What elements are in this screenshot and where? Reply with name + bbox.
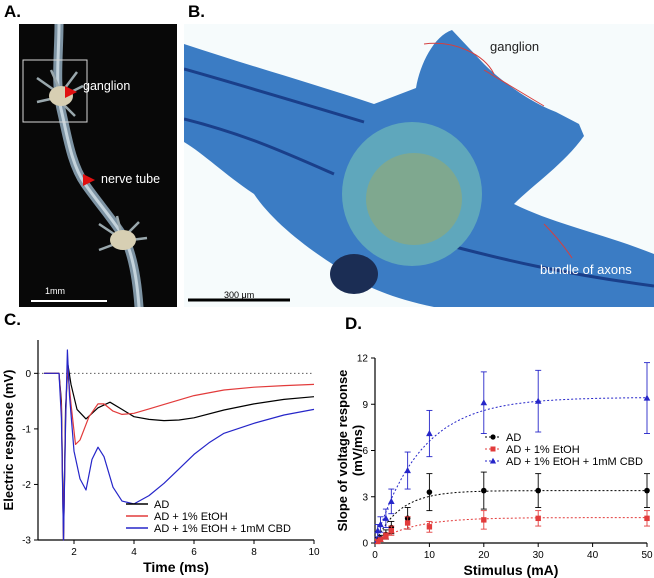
chart-d-point [388,497,395,504]
panel-b-letter: B. [188,2,205,21]
chart-d-point [534,397,542,404]
chart-d-point [481,517,487,523]
panel-c-letter: C. [4,310,21,329]
chart-d-point [480,399,488,406]
tissue-texture [184,67,654,288]
panel-b-scale-label: 300 μm [224,290,255,300]
panel-d-letter: D. [345,314,362,333]
chart-c-y-tick-label: 0 [25,369,31,380]
ganglion-outline [423,42,545,107]
chart-c: 2 4 6 8 10 0 -1 -2 -3 Time (ms) Electric response … [1,340,320,575]
chart-d-legend-marker [489,457,497,464]
chart-d-point [388,527,395,534]
chart-d-x-tick-label: 40 [587,550,599,561]
panel-b-illustration [184,30,654,307]
chart-c-y-tick-label: -1 [22,424,31,435]
chart-d-x-tick-label: 20 [478,550,490,561]
chart-c-x-tick-label: 6 [191,547,197,558]
nerve-tube-drawing [53,24,144,307]
chart-d-x-tick-label: 50 [641,550,653,561]
panel-a-photo: ganglion nerve tube 1mm [19,24,177,307]
chart-d-point [382,514,390,521]
chart-c-legend-label: AD + 1% EtOH [154,511,228,523]
chart-d-y-label-line: (mV/ms) [350,425,365,476]
chart-c-x-tick-label: 2 [71,547,77,558]
chart-d-y-tick-label: 9 [362,400,368,411]
chart-d-y-label-line: Slope of voltage response [335,370,350,532]
chart-c-x-label: Time (ms) [143,559,209,575]
chart-d-point [404,520,411,526]
chart-d-point [377,536,384,542]
chart-d-point [644,487,650,494]
chart-d: 0 10 20 30 40 50 0 3 6 9 12 Stimulus (mA) Slope of v… [335,354,653,578]
chart-d-legend-label: AD + 1% EtOH + 1mM CBD [506,456,643,468]
chart-d-y-tick-label: 3 [362,492,368,503]
chart-d-y-tick-label: 6 [362,446,368,457]
panel-a-scale-label: 1mm [45,286,65,296]
ganglion-center [366,153,462,245]
chart-d-point [535,487,541,494]
panel-b-bundle-label: bundle of axons [540,262,632,277]
nerve-tube-arrow-icon [83,174,95,186]
chart-d-x-label: Stimulus (mA) [464,562,559,578]
axon-bundle-outline [543,223,573,259]
chart-d-legend-marker [490,446,496,452]
chart-d-x-tick-label: 30 [533,550,545,561]
chart-c-x-tick-label: 4 [131,547,137,558]
chart-d-point [426,489,433,495]
chart-c-series-line-2 [44,349,315,541]
chart-d-fit-curve-2 [374,397,647,544]
chart-d-legend-marker [490,434,496,440]
chart-d-x-tick-label: 0 [372,550,378,561]
chart-d-point [404,467,411,474]
panel-a-ganglion-label: ganglion [83,79,131,93]
chart-d-x-tick-label: 10 [424,550,436,561]
chart-d-point [643,394,651,401]
chart-d-point [374,527,382,534]
ganglion-inset-box [22,59,88,123]
chart-c-legend-label: AD + 1% EtOH + 1mM CBD [154,523,291,535]
chart-c-y-tick-label: -3 [22,536,31,547]
chart-c-y-label: Electric response (mV) [1,370,16,511]
chart-c-x-tick-label: 8 [251,547,257,558]
chart-d-point [535,515,541,522]
chart-d-point [481,487,487,494]
panel-a-nerve-tube-label: nerve tube [101,172,161,186]
chart-d-fit-curve-1 [374,517,647,544]
chart-d-point [377,521,384,528]
panel-a-letter: A. [4,2,21,21]
chart-d-point [426,430,433,437]
panel-b-ganglion-label: ganglion [490,39,540,54]
chart-d-y-tick-label: 0 [362,539,368,550]
chart-d-fit-curve-0 [374,490,647,544]
chart-c-legend-label: AD [154,499,169,511]
ganglion-arrow-icon [65,86,77,98]
chart-d-y-tick-label: 12 [357,354,369,365]
chart-d-y-label: Slope of voltage response(mV/ms) [335,370,365,532]
panel-a-illustration [22,24,148,307]
panel-b-photo: ganglion bundle of axons 300 μm [184,24,654,307]
chart-d-point [644,515,650,522]
chart-c-x-tick-label: 10 [308,547,320,558]
tissue-lump [330,254,378,294]
chart-c-y-tick-label: -2 [22,480,31,491]
chart-d-legend-label: AD [506,432,521,444]
chart-d-point [383,533,389,539]
ganglion-drawing-lower [98,215,148,252]
chart-d-point [426,524,433,530]
chart-d-legend-label: AD + 1% EtOH [506,444,580,456]
